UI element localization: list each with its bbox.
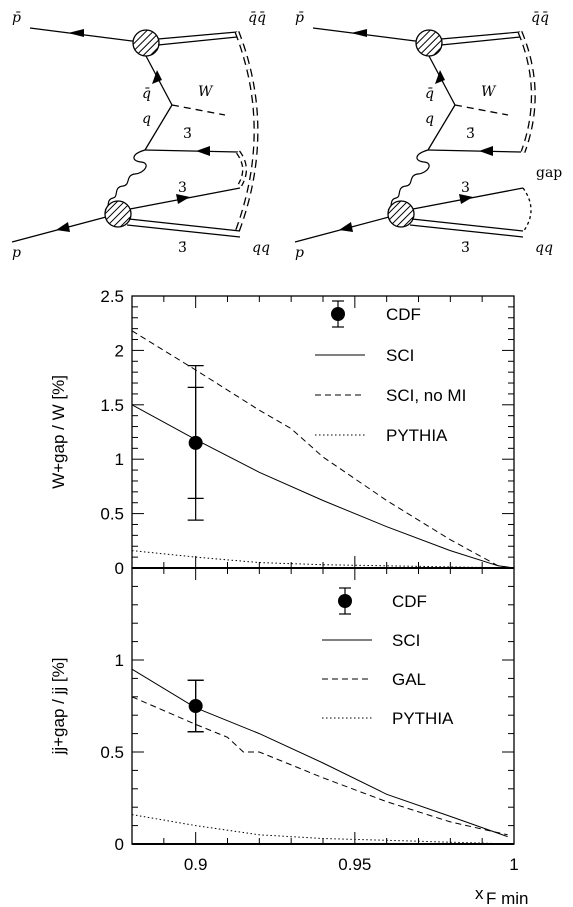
label-W: W	[198, 84, 214, 100]
y-tick-label: 2	[115, 341, 124, 360]
legend-marker-cdf	[338, 594, 352, 608]
label-qbar: q̄	[142, 86, 151, 102]
label-W: W	[481, 84, 497, 100]
label-q: q	[142, 111, 151, 127]
y-tick-label: 0	[115, 559, 124, 578]
y-tick-label: 0.5	[100, 505, 124, 524]
label-qq: qq	[535, 240, 553, 256]
label-pbar: p̄	[12, 10, 21, 26]
label-gap: gap	[536, 165, 562, 181]
x-axis-label: x	[475, 884, 484, 903]
plot-frame	[131, 295, 515, 569]
legend-label: CDF	[392, 592, 427, 611]
x-tick-label: 0.95	[338, 855, 371, 874]
label-three-bar-top: 3̄	[466, 126, 475, 142]
arrow-icon	[459, 194, 473, 204]
hatched-blob-icon	[415, 29, 443, 57]
arrow-icon	[435, 70, 445, 84]
series-line-gal	[131, 696, 508, 836]
arrow-icon	[56, 222, 70, 232]
label-qqbar: q̄q̄	[248, 10, 266, 26]
legend-label: PYTHIA	[386, 426, 448, 445]
label-p: p	[12, 245, 21, 261]
label-pbar: p̄	[295, 10, 304, 26]
label-qqbar: q̄q̄	[531, 10, 549, 26]
y-tick-label: 1	[115, 450, 124, 469]
label-three-bar-bottom: 3̄	[461, 240, 470, 256]
label-three: 3	[178, 180, 187, 196]
arrow-icon	[176, 194, 190, 204]
label-q: q	[425, 111, 434, 127]
label-qq: qq	[252, 240, 270, 256]
series-line-sci	[131, 404, 515, 569]
data-point-cdf	[188, 699, 203, 713]
legend-label: SCI	[392, 631, 420, 650]
x-axis-label-subscript: F min	[486, 889, 529, 907]
legend-label: CDF	[386, 305, 421, 324]
y-tick-label: 0	[115, 835, 124, 854]
label-three-bar-bottom: 3̄	[178, 240, 187, 256]
arrow-icon	[351, 29, 367, 37]
label-three-bar-top: 3̄	[183, 126, 192, 142]
arrow-icon	[68, 29, 84, 37]
x-tick-label: 0.9	[184, 855, 208, 874]
y-tick-label: 0.5	[100, 743, 124, 762]
hatched-blob-icon	[104, 200, 132, 228]
y-tick-label: 1	[115, 651, 124, 670]
arrow-icon	[196, 146, 210, 156]
chart-bottom-jj-gap: 0 0.5 1 0.9 0.95 1 jj+gap / jj [%] x F min CDF SCI…	[49, 567, 529, 907]
hatched-blob-icon	[387, 200, 415, 228]
legend-marker-cdf	[331, 307, 345, 321]
label-p: p	[295, 245, 304, 261]
x-tick-label: 1	[509, 855, 518, 874]
legend-label: SCI	[386, 346, 414, 365]
legend-label: GAL	[392, 670, 426, 689]
arrow-icon	[152, 70, 162, 84]
arrow-icon	[339, 222, 353, 232]
y-axis-label: W+gap / W [%]	[49, 375, 68, 489]
series-line-pythia	[131, 814, 515, 845]
hatched-blob-icon	[132, 29, 160, 57]
chart-top-w-gap: 0 0.5 1 1.5 2 2.5 W+gap / W [%] CDF SCI SCI, no M…	[49, 287, 515, 578]
y-tick-label: 2.5	[100, 287, 124, 306]
feynman-diagram-left: p̄ q̄q̄ q̄ q W 3̄ 3 3̄ p qq	[11, 10, 270, 261]
label-qbar: q̄	[425, 86, 434, 102]
series-line-sci	[131, 668, 508, 838]
arrow-icon	[479, 146, 493, 156]
label-three: 3	[461, 180, 470, 196]
y-axis-label: jj+gap / jj [%]	[49, 658, 68, 756]
series-line-sci-no-mi	[131, 330, 515, 569]
legend-label: PYTHIA	[392, 709, 454, 728]
series-line-pythia	[131, 550, 515, 569]
feynman-diagram-right: p̄ q̄q̄ q̄ q W 3̄ gap 3 3̄ p qq	[294, 10, 562, 261]
y-tick-label: 1.5	[100, 396, 124, 415]
legend-label: SCI, no MI	[386, 386, 466, 405]
data-point-cdf	[188, 435, 203, 450]
